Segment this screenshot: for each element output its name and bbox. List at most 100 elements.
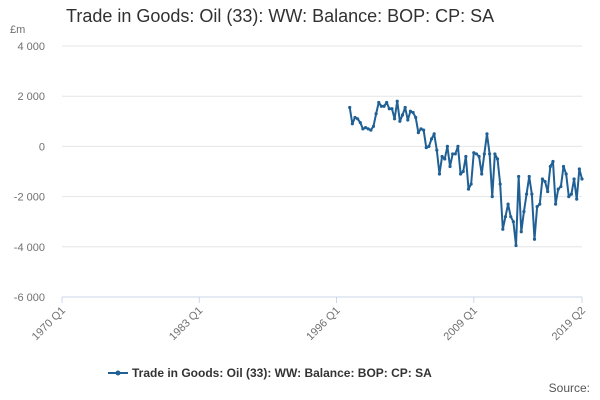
data-point[interactable] <box>348 105 352 110</box>
gridlines <box>62 45 582 248</box>
data-point[interactable] <box>408 109 413 113</box>
data-point[interactable] <box>406 118 410 122</box>
data-point[interactable] <box>361 127 365 131</box>
data-point[interactable] <box>485 132 489 136</box>
data-point[interactable] <box>419 127 423 131</box>
data-point[interactable] <box>490 195 494 199</box>
data-point[interactable] <box>353 115 357 120</box>
series-line <box>348 100 583 247</box>
data-point[interactable] <box>427 144 431 148</box>
data-point[interactable] <box>495 157 500 161</box>
data-point[interactable] <box>435 148 439 152</box>
data-point[interactable] <box>429 137 434 141</box>
data-point[interactable] <box>379 104 383 108</box>
data-point[interactable] <box>575 197 579 201</box>
data-point[interactable] <box>424 146 428 150</box>
data-point[interactable] <box>461 169 465 174</box>
data-point[interactable] <box>509 215 513 219</box>
data-point[interactable] <box>554 202 558 206</box>
data-point[interactable] <box>443 157 447 161</box>
data-point[interactable] <box>498 182 502 186</box>
data-point[interactable] <box>395 99 399 103</box>
data-point[interactable] <box>464 154 468 159</box>
data-point[interactable] <box>532 237 537 241</box>
data-point[interactable] <box>451 152 455 156</box>
data-point[interactable] <box>350 122 354 126</box>
data-point[interactable] <box>398 119 402 123</box>
data-point[interactable] <box>374 112 378 116</box>
data-point[interactable] <box>400 113 405 117</box>
data-point[interactable] <box>572 177 576 181</box>
data-point[interactable] <box>472 151 476 155</box>
data-point[interactable] <box>522 210 526 214</box>
data-point[interactable] <box>469 182 473 186</box>
x-tick-label: 1996 Q1 <box>304 305 342 343</box>
data-point[interactable] <box>414 115 418 120</box>
legend[interactable]: Trade in Goods: Oil (33): WW: Balance: B… <box>108 366 432 380</box>
data-point[interactable] <box>511 220 515 224</box>
data-point[interactable] <box>382 104 386 108</box>
data-point[interactable] <box>493 152 497 156</box>
data-point[interactable] <box>548 164 552 169</box>
chart-title: Trade in Goods: Oil (33): WW: Balance: B… <box>66 6 495 26</box>
data-point[interactable] <box>546 189 550 194</box>
data-point[interactable] <box>416 130 420 135</box>
data-point[interactable] <box>356 117 360 121</box>
data-point[interactable] <box>488 152 492 156</box>
data-point[interactable] <box>440 154 444 159</box>
data-point[interactable] <box>556 187 560 191</box>
data-point[interactable] <box>456 144 460 148</box>
data-point[interactable] <box>503 215 508 219</box>
data-point[interactable] <box>437 172 442 176</box>
data-point[interactable] <box>530 192 534 196</box>
data-point[interactable] <box>474 152 479 156</box>
data-point[interactable] <box>392 117 397 121</box>
data-point[interactable] <box>551 159 555 164</box>
data-point[interactable] <box>363 125 368 130</box>
data-point[interactable] <box>559 184 563 189</box>
data-point[interactable] <box>369 128 373 132</box>
data-point[interactable] <box>422 128 426 132</box>
data-point[interactable] <box>564 172 568 176</box>
data-point[interactable] <box>569 192 574 196</box>
data-point[interactable] <box>385 100 389 105</box>
data-point[interactable] <box>538 202 542 206</box>
x-tick-label: 2019 Q2 <box>550 305 588 343</box>
data-point[interactable] <box>390 107 394 111</box>
data-point[interactable] <box>448 164 452 169</box>
data-point[interactable] <box>466 187 471 191</box>
data-point[interactable] <box>517 174 521 179</box>
data-point[interactable] <box>540 177 545 181</box>
data-point[interactable] <box>377 100 381 105</box>
data-point[interactable] <box>480 172 484 176</box>
data-point[interactable] <box>371 124 376 128</box>
data-point[interactable] <box>477 154 481 159</box>
legend-swatch-icon <box>108 370 128 376</box>
y-tick-label: -6 000 <box>14 292 45 304</box>
data-point[interactable] <box>453 152 457 156</box>
data-point[interactable] <box>514 243 518 248</box>
data-point[interactable] <box>411 110 415 115</box>
data-point[interactable] <box>358 120 362 125</box>
data-point[interactable] <box>366 127 370 131</box>
data-point[interactable] <box>458 172 463 176</box>
data-point[interactable] <box>445 144 449 148</box>
data-point[interactable] <box>524 192 529 196</box>
data-point[interactable] <box>535 205 539 209</box>
data-point[interactable] <box>580 177 584 181</box>
data-point[interactable] <box>561 164 566 169</box>
data-point[interactable] <box>501 227 505 231</box>
series-group <box>348 99 584 248</box>
y-tick-label: -4 000 <box>14 242 45 254</box>
data-point[interactable] <box>577 167 581 171</box>
data-point[interactable] <box>432 132 436 136</box>
data-point[interactable] <box>543 179 547 184</box>
data-point[interactable] <box>506 202 510 206</box>
data-point[interactable] <box>482 152 486 156</box>
data-point[interactable] <box>519 230 523 234</box>
data-point[interactable] <box>387 107 391 111</box>
data-point[interactable] <box>527 174 531 179</box>
data-point[interactable] <box>567 195 571 199</box>
data-point[interactable] <box>403 105 407 110</box>
x-tick-label: 1983 Q1 <box>167 305 205 343</box>
